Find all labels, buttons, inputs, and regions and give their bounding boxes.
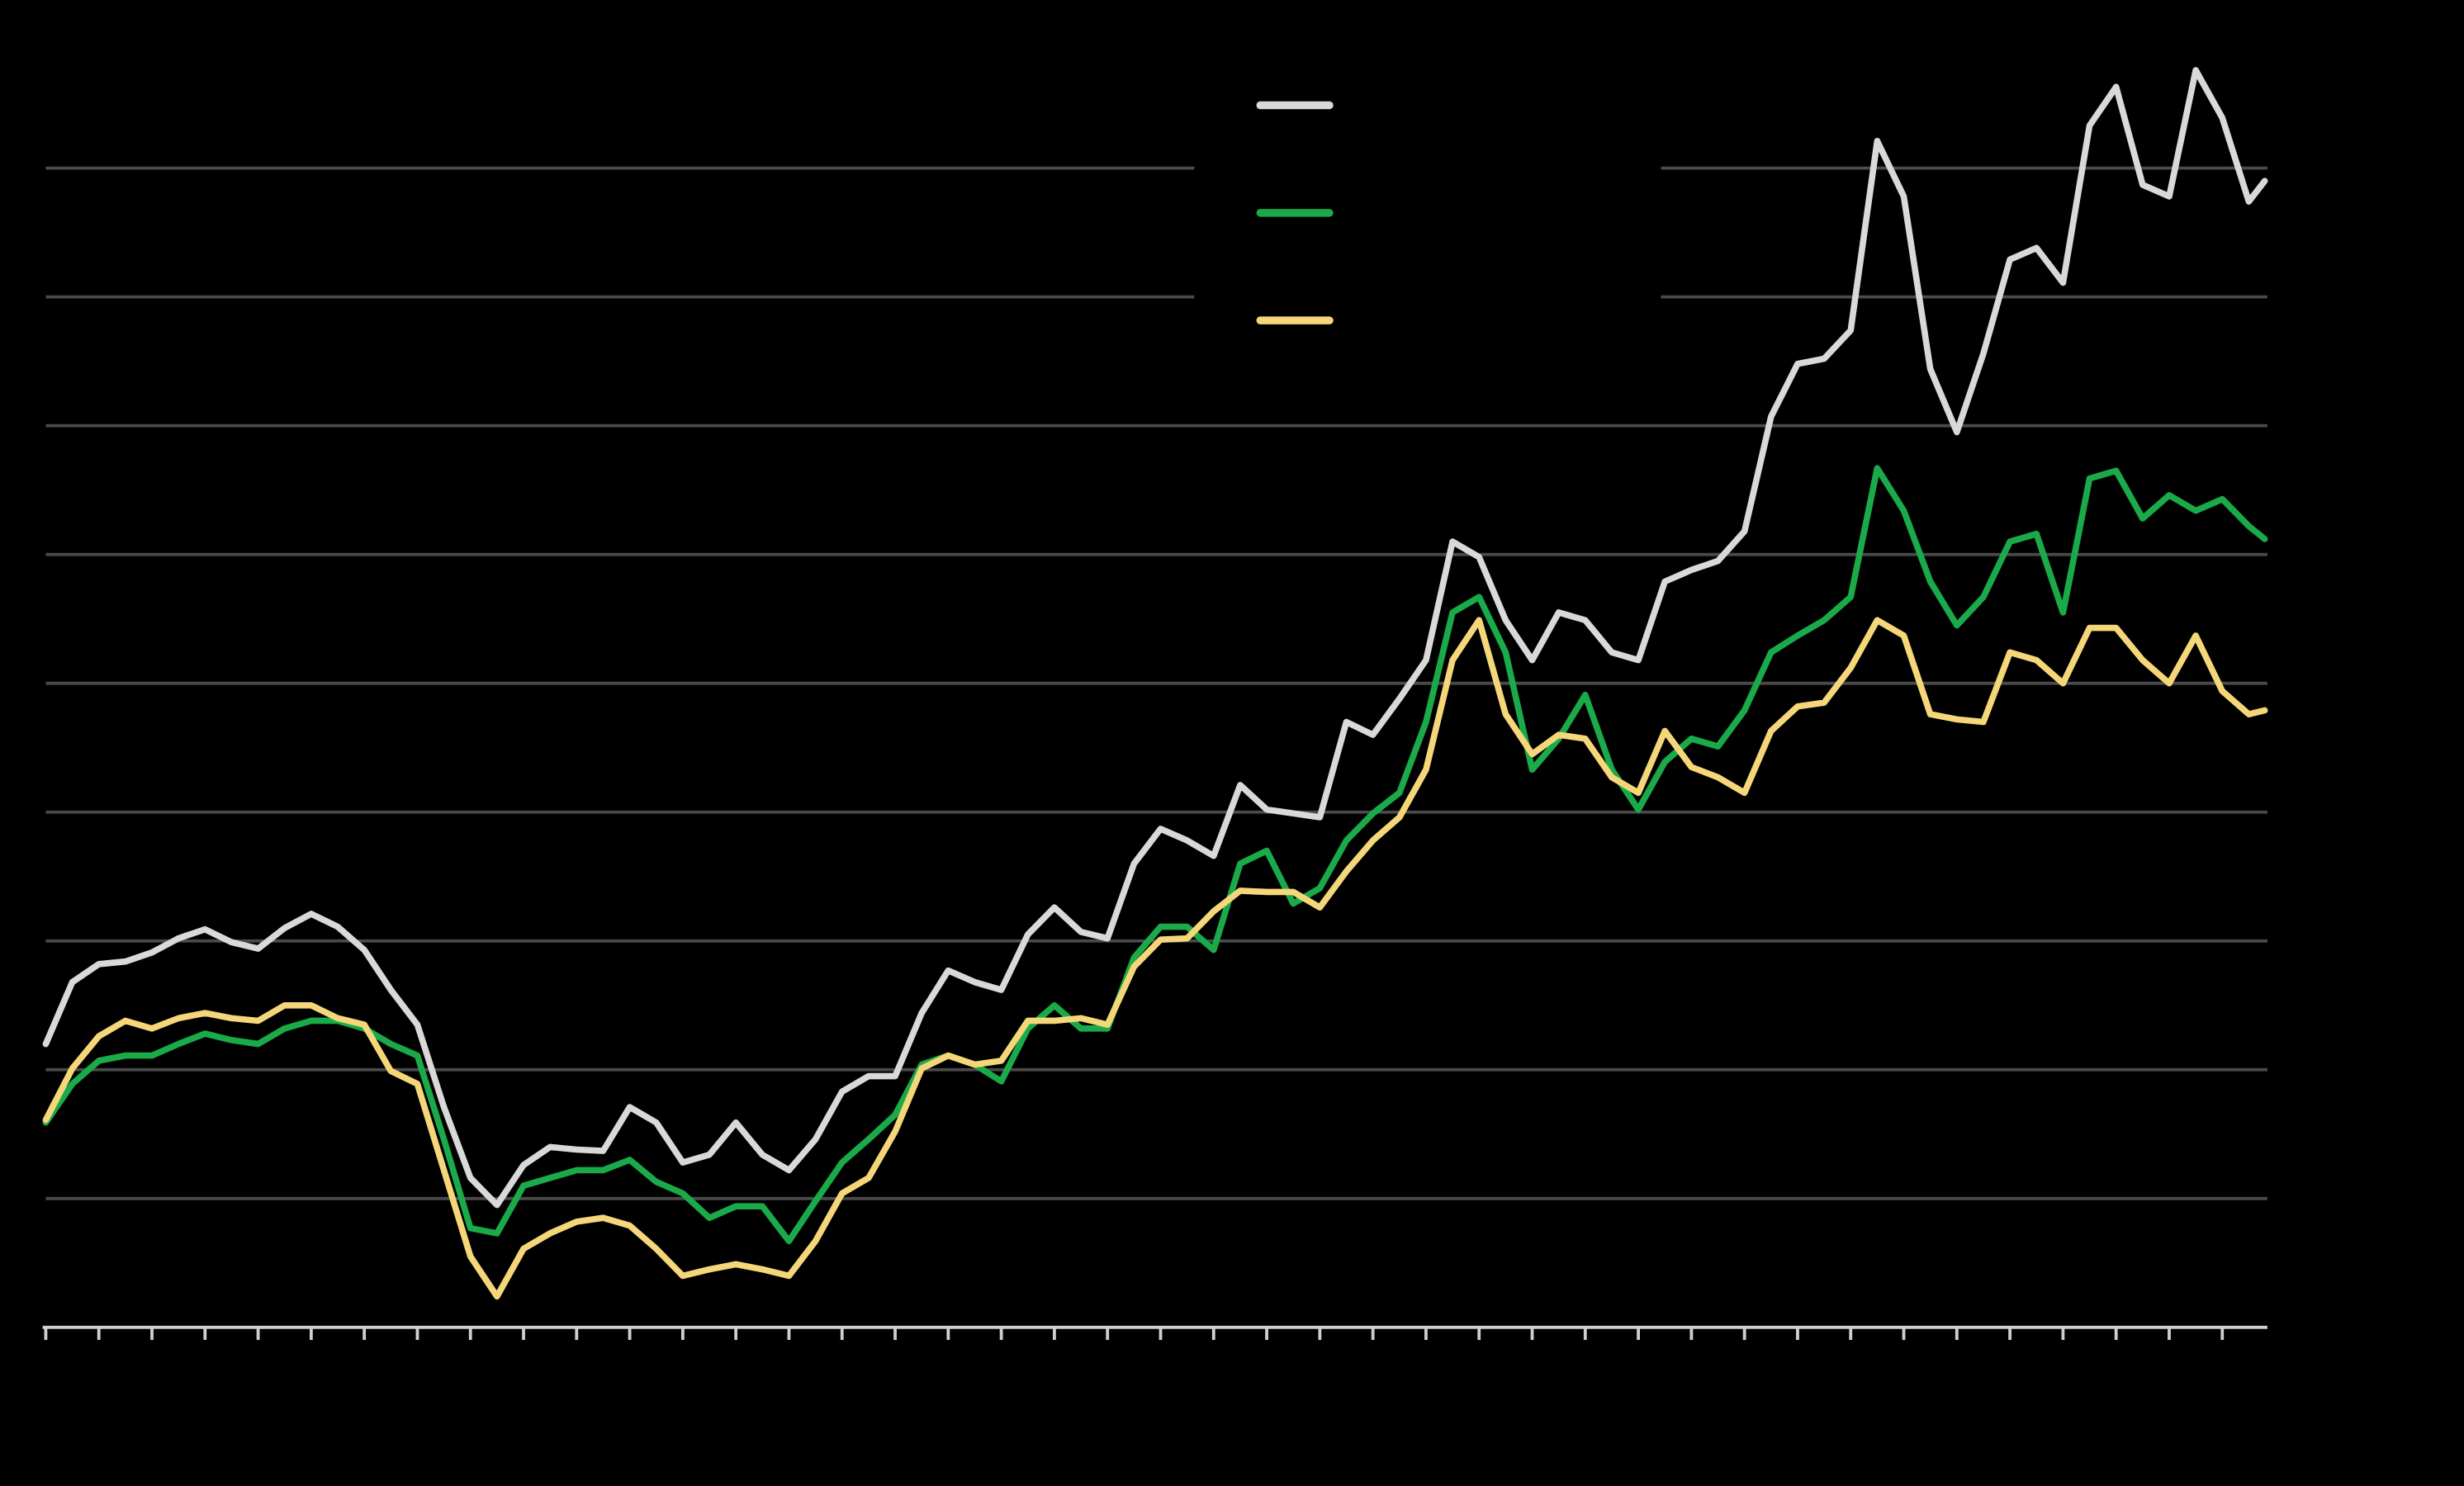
series-line xyxy=(42,67,2268,1209)
series-line xyxy=(42,465,2268,1245)
series-line xyxy=(42,617,2268,1300)
